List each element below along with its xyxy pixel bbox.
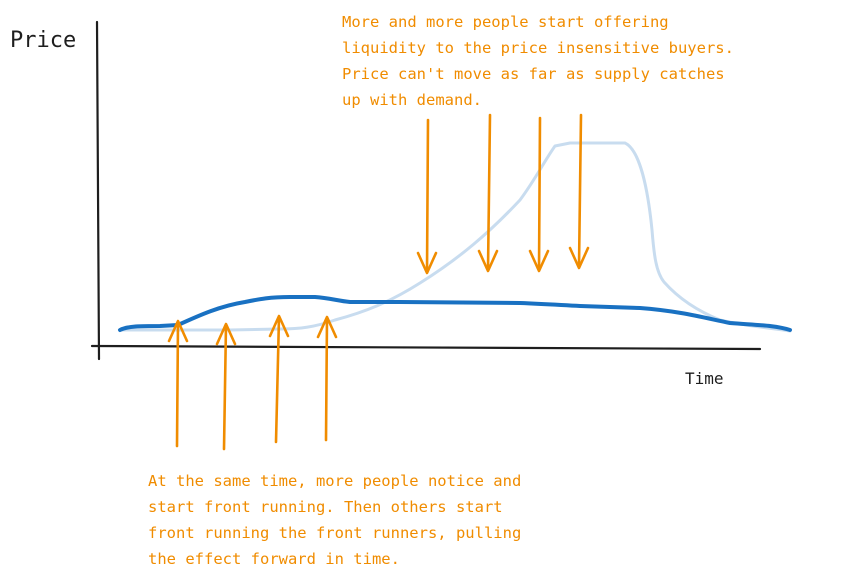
dark-price-curve — [118, 295, 792, 332]
y-axis-label: Price — [10, 28, 76, 53]
bottom-annotation-line: the effect forward in time. — [148, 550, 400, 568]
down-arrow — [528, 116, 550, 273]
x-axis-label: Time — [685, 369, 724, 388]
x-axis — [90, 344, 762, 351]
y-axis — [95, 20, 101, 361]
bottom-annotation: At the same time, more people notice and… — [148, 472, 521, 568]
up-arrow — [167, 319, 189, 448]
top-annotation-line: up with demand. — [342, 91, 482, 109]
top-annotation: More and more people start offering liqu… — [342, 13, 734, 109]
down-arrow — [568, 113, 590, 270]
bottom-annotation-line: start front running. Then others start — [148, 498, 503, 516]
top-annotation-line: More and more people start offering — [342, 13, 669, 31]
light-price-curve — [118, 141, 792, 333]
bottom-annotation-line: front running the front runners, pulling — [148, 524, 521, 542]
up-arrow — [268, 314, 290, 444]
top-annotation-line: liquidity to the price insensitive buyer… — [342, 39, 734, 57]
down-arrow — [477, 113, 499, 273]
bottom-annotation-line: At the same time, more people notice and — [148, 472, 521, 490]
up-arrow — [215, 322, 237, 451]
up-arrow — [316, 315, 338, 442]
top-annotation-line: Price can't move as far as supply catche… — [342, 65, 725, 83]
down-arrow — [416, 118, 438, 275]
